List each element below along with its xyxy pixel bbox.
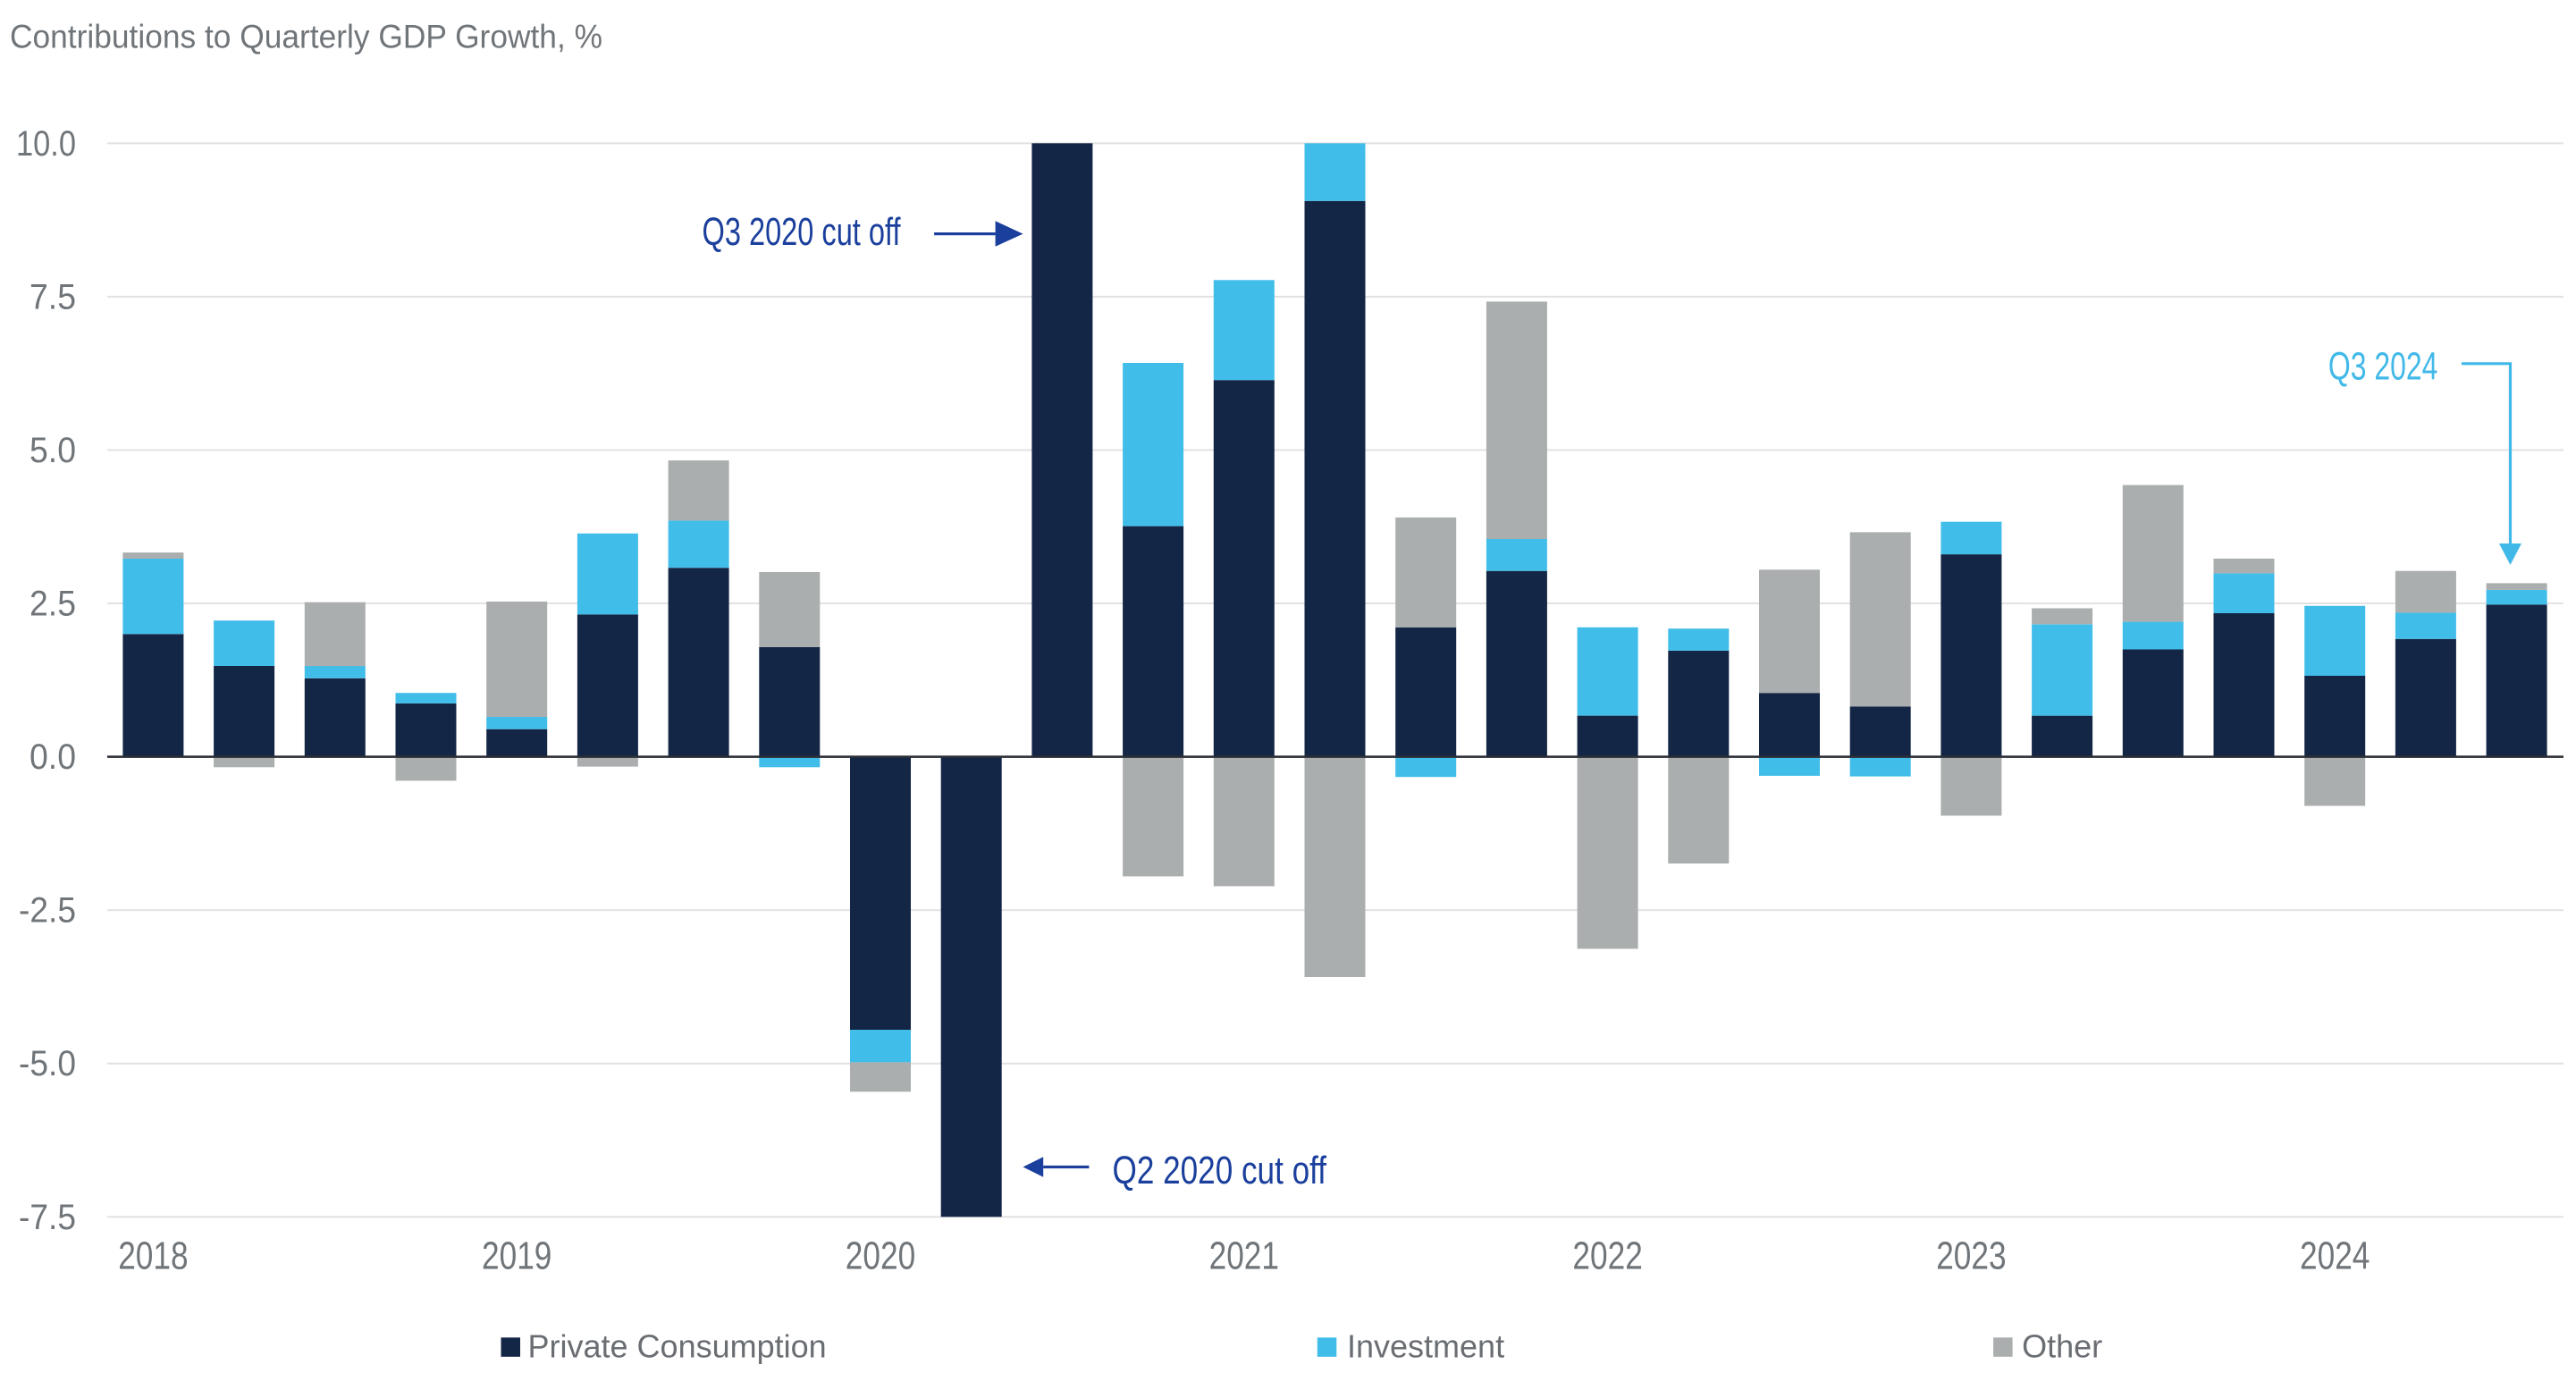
svg-text:2022: 2022 — [1572, 1234, 1642, 1278]
svg-text:-2.5: -2.5 — [19, 891, 76, 931]
svg-text:Q2 2020 cut off: Q2 2020 cut off — [1113, 1149, 1327, 1192]
svg-text:-5.0: -5.0 — [19, 1044, 76, 1083]
svg-text:2024: 2024 — [2300, 1234, 2370, 1278]
svg-text:Investment: Investment — [1347, 1328, 1504, 1365]
svg-text:2.5: 2.5 — [29, 585, 76, 624]
svg-text:Q3 2024: Q3 2024 — [2328, 344, 2438, 388]
svg-text:2018: 2018 — [118, 1234, 188, 1278]
svg-text:10.0: 10.0 — [16, 124, 76, 164]
svg-text:7.5: 7.5 — [29, 277, 76, 316]
svg-text:2020: 2020 — [846, 1234, 915, 1278]
svg-text:0.0: 0.0 — [29, 737, 76, 777]
svg-text:Q3 2020 cut off: Q3 2020 cut off — [703, 210, 902, 254]
svg-text:2019: 2019 — [482, 1234, 551, 1278]
svg-text:Private Consumption: Private Consumption — [528, 1328, 827, 1365]
svg-text:-7.5: -7.5 — [19, 1198, 76, 1237]
svg-text:2023: 2023 — [1936, 1234, 2006, 1278]
svg-text:5.0: 5.0 — [29, 431, 76, 470]
svg-text:Contributions to Quarterly GDP: Contributions to Quarterly GDP Growth, % — [10, 19, 602, 55]
svg-text:Other: Other — [2022, 1328, 2102, 1365]
svg-text:2021: 2021 — [1209, 1234, 1279, 1278]
